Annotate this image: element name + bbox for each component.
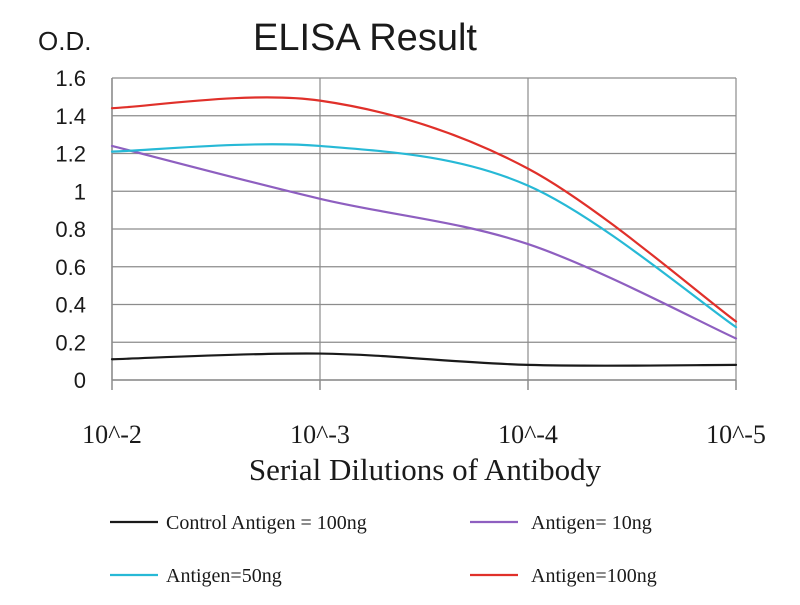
series-line-1: [110, 144, 738, 340]
series-line-3: [110, 96, 738, 323]
legend-label: Control Antigen = 100ng: [166, 512, 367, 534]
legend-label: Antigen= 10ng: [531, 512, 652, 534]
y-axis-label: O.D.: [38, 26, 91, 56]
series-line-2: [110, 143, 738, 329]
chart-title: ELISA Result: [253, 17, 477, 59]
x-tick-labels: 10^-2 10^-3 10^-4 10^-5: [82, 420, 766, 449]
y-tick-label: 0.8: [55, 217, 86, 242]
y-tick-label: 0.2: [55, 330, 86, 355]
y-tick-label: 1: [74, 179, 86, 204]
x-tick-label: 10^-3: [290, 420, 350, 449]
grid: [111, 77, 737, 390]
legend: Control Antigen = 100ng Antigen= 10ng Anti…: [110, 512, 657, 587]
series-lines: [110, 96, 738, 367]
y-tick-label: 0: [74, 368, 86, 393]
y-tick-label: 1.6: [55, 66, 86, 91]
x-tick-label: 10^-4: [498, 420, 558, 449]
legend-label: Antigen=100ng: [531, 565, 657, 587]
series-line-0: [110, 352, 738, 367]
x-tick-label: 10^-2: [82, 420, 142, 449]
y-tick-label: 0.6: [55, 255, 86, 280]
x-tick-label: 10^-5: [706, 420, 766, 449]
x-axis-label: Serial Dilutions of Antibody: [249, 452, 602, 487]
y-tick-labels: 0 0.2 0.4 0.6 0.8 1 1.2 1.4 1.6: [55, 66, 86, 393]
y-tick-label: 1.4: [55, 104, 86, 129]
legend-label: Antigen=50ng: [166, 565, 282, 587]
y-tick-label: 0.4: [55, 293, 86, 318]
y-tick-label: 1.2: [55, 142, 86, 167]
